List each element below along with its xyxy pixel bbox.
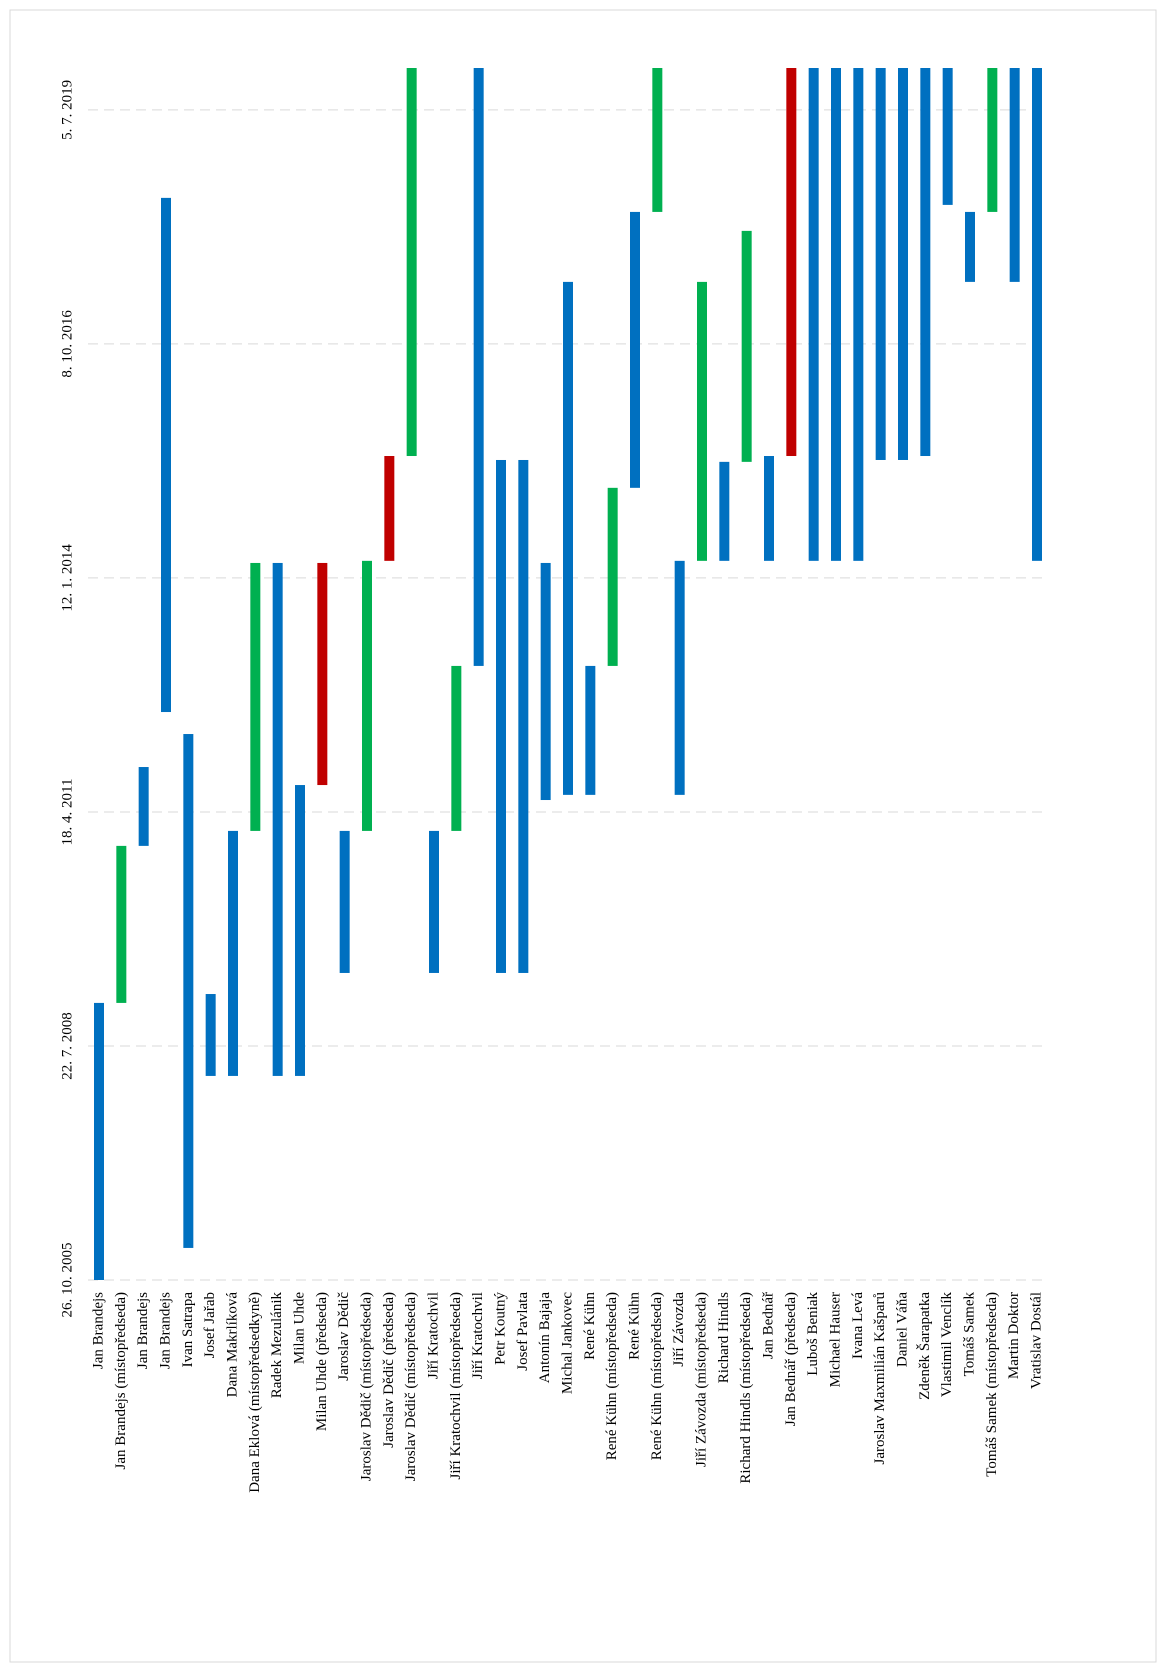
bar (317, 562, 328, 786)
x-tick-label: René Kühn (582, 1292, 598, 1360)
x-tick-label: Vratislav Dostál (1028, 1292, 1044, 1389)
bar (250, 562, 261, 831)
bar (786, 68, 797, 457)
bar (652, 68, 663, 212)
bar (473, 68, 484, 666)
y-tick-label: 12. 1. 2014 (59, 544, 75, 612)
bar (875, 68, 886, 460)
bar (942, 68, 953, 205)
bar (853, 68, 864, 561)
bar (295, 785, 305, 1076)
y-tick-label: 26. 10. 2005 (59, 1243, 75, 1318)
bar (138, 767, 149, 846)
bar (540, 562, 551, 801)
chart-border (9, 9, 1157, 1663)
x-tick-label: Petr Koutný (492, 1292, 508, 1365)
x-tick-label: Josef Jařab (202, 1292, 218, 1358)
x-tick-label: Luboš Beniak (805, 1292, 821, 1376)
bar (965, 211, 975, 282)
x-tick-label: Jiří Kratochvil (425, 1292, 441, 1379)
x-tick-label: Jan Brandejs (90, 1292, 106, 1369)
x-tick-label: Jaroslav Dědič (místopředseda) (403, 1292, 419, 1481)
bar (1032, 68, 1042, 561)
bar (406, 68, 417, 457)
x-tick-label: Jiří Kratochvil (místopředseda) (448, 1292, 464, 1479)
x-tick-label: Milan Uhde (předseda) (314, 1292, 330, 1431)
x-tick-label: Zdeněk Šarapatka (916, 1292, 933, 1400)
x-tick-label: René Kühn (626, 1292, 642, 1360)
x-tick-label: René Kühn (místopředseda) (649, 1292, 665, 1460)
x-tick-label: Dana Makrlíková (224, 1292, 240, 1398)
x-tick-label: Ivan Satrapa (180, 1292, 196, 1368)
bar (228, 830, 238, 1076)
x-tick-label: Radek Mezulánik (269, 1292, 285, 1399)
x-tick-label: Jan Brandejs (místopředseda) (113, 1292, 129, 1469)
y-tick-label: 22. 7. 2008 (59, 1012, 75, 1080)
x-tick-label: Richard Hindls (716, 1292, 732, 1383)
bar (496, 459, 506, 973)
x-tick-label: Daniel Váňa (894, 1292, 910, 1367)
bar (987, 68, 998, 212)
bar (429, 830, 439, 973)
bar (116, 845, 127, 1003)
bar (451, 665, 462, 831)
x-tick-label: Jaroslav Dědič (místopředseda) (358, 1292, 374, 1481)
x-tick-label: Jiří Závozda (671, 1292, 687, 1367)
bar (831, 68, 841, 561)
bar (741, 230, 752, 462)
x-tick-label: Michael Hauser (827, 1292, 843, 1387)
bar (161, 197, 171, 713)
bar (94, 1002, 104, 1280)
x-tick-label: Michal Jankovec (559, 1292, 575, 1394)
x-tick-label: Vlastimil Venclík (939, 1292, 955, 1398)
bar (764, 456, 774, 561)
bar (362, 560, 372, 831)
bar (719, 461, 730, 561)
bar (205, 994, 216, 1076)
bar (384, 456, 395, 561)
bar (808, 68, 819, 561)
y-tick-label: 18. 4. 2011 (59, 778, 75, 845)
bar (1009, 68, 1020, 282)
x-tick-label: Antonín Bajaja (537, 1292, 553, 1384)
x-tick-label: Jan Bednář (předseda) (783, 1292, 799, 1426)
bar (697, 281, 707, 561)
x-tick-label: Jiří Závozda (místopředseda) (693, 1292, 709, 1467)
bar (674, 560, 685, 795)
bar (898, 68, 908, 460)
bar (563, 281, 573, 795)
x-tick-label: Richard Hindls (místopředseda) (738, 1292, 754, 1484)
x-tick-label: Martin Doktor (1006, 1292, 1022, 1379)
x-tick-label: Tomáš Samek (961, 1292, 977, 1377)
x-tick-label: Ivana Levá (850, 1292, 866, 1359)
x-tick-label: Jan Brandejs (157, 1292, 173, 1369)
x-tick-label: Jaroslav Dědič (336, 1292, 352, 1381)
x-tick-label: Dana Eklová (místopředsedkyně) (247, 1292, 263, 1493)
bar (585, 665, 596, 795)
y-tick-label: 5. 7. 2019 (59, 80, 75, 140)
bar (339, 830, 350, 973)
bar (920, 68, 931, 457)
x-tick-label: Jaroslav Maxmilián Kašparů (872, 1292, 888, 1465)
x-tick-label: Jan Brandejs (135, 1292, 151, 1369)
x-tick-label: Josef Pavlata (515, 1292, 531, 1371)
bar (272, 562, 283, 1076)
x-tick-label: Milan Uhde (291, 1292, 307, 1364)
bar (630, 211, 640, 488)
x-tick-label: Jaroslav Dědič (předseda) (381, 1292, 397, 1448)
x-tick-label: Jiří Kratochvil (470, 1292, 486, 1379)
y-tick-label: 8. 10. 2016 (59, 310, 75, 378)
x-tick-label: Jan Bednář (760, 1292, 776, 1359)
x-tick-label: Tomáš Samek (místopředseda) (984, 1292, 1000, 1477)
x-tick-label: René Kühn (místopředseda) (604, 1292, 620, 1460)
bar (183, 734, 194, 1248)
bar (518, 459, 529, 973)
bar (607, 487, 618, 666)
